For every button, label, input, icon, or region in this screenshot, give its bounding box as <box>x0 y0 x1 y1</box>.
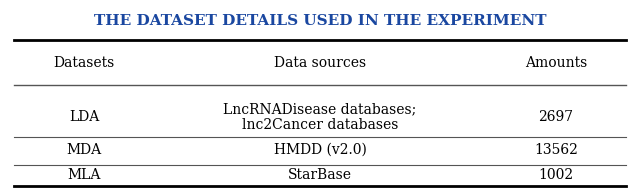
Text: HMDD (v2.0): HMDD (v2.0) <box>273 143 367 157</box>
Text: LncRNADisease databases;
lnc2Cancer databases: LncRNADisease databases; lnc2Cancer data… <box>223 102 417 132</box>
Text: Amounts: Amounts <box>525 55 587 70</box>
Text: LDA: LDA <box>69 110 99 124</box>
Text: 13562: 13562 <box>534 143 578 157</box>
Text: StarBase: StarBase <box>288 168 352 182</box>
Text: MLA: MLA <box>68 168 101 182</box>
Text: THE DATASET DETAILS USED IN THE EXPERIMENT: THE DATASET DETAILS USED IN THE EXPERIME… <box>93 14 547 28</box>
Text: 1002: 1002 <box>538 168 573 182</box>
Text: 2697: 2697 <box>538 110 573 124</box>
Text: MDA: MDA <box>67 143 102 157</box>
Text: Datasets: Datasets <box>54 55 115 70</box>
Text: Data sources: Data sources <box>274 55 366 70</box>
